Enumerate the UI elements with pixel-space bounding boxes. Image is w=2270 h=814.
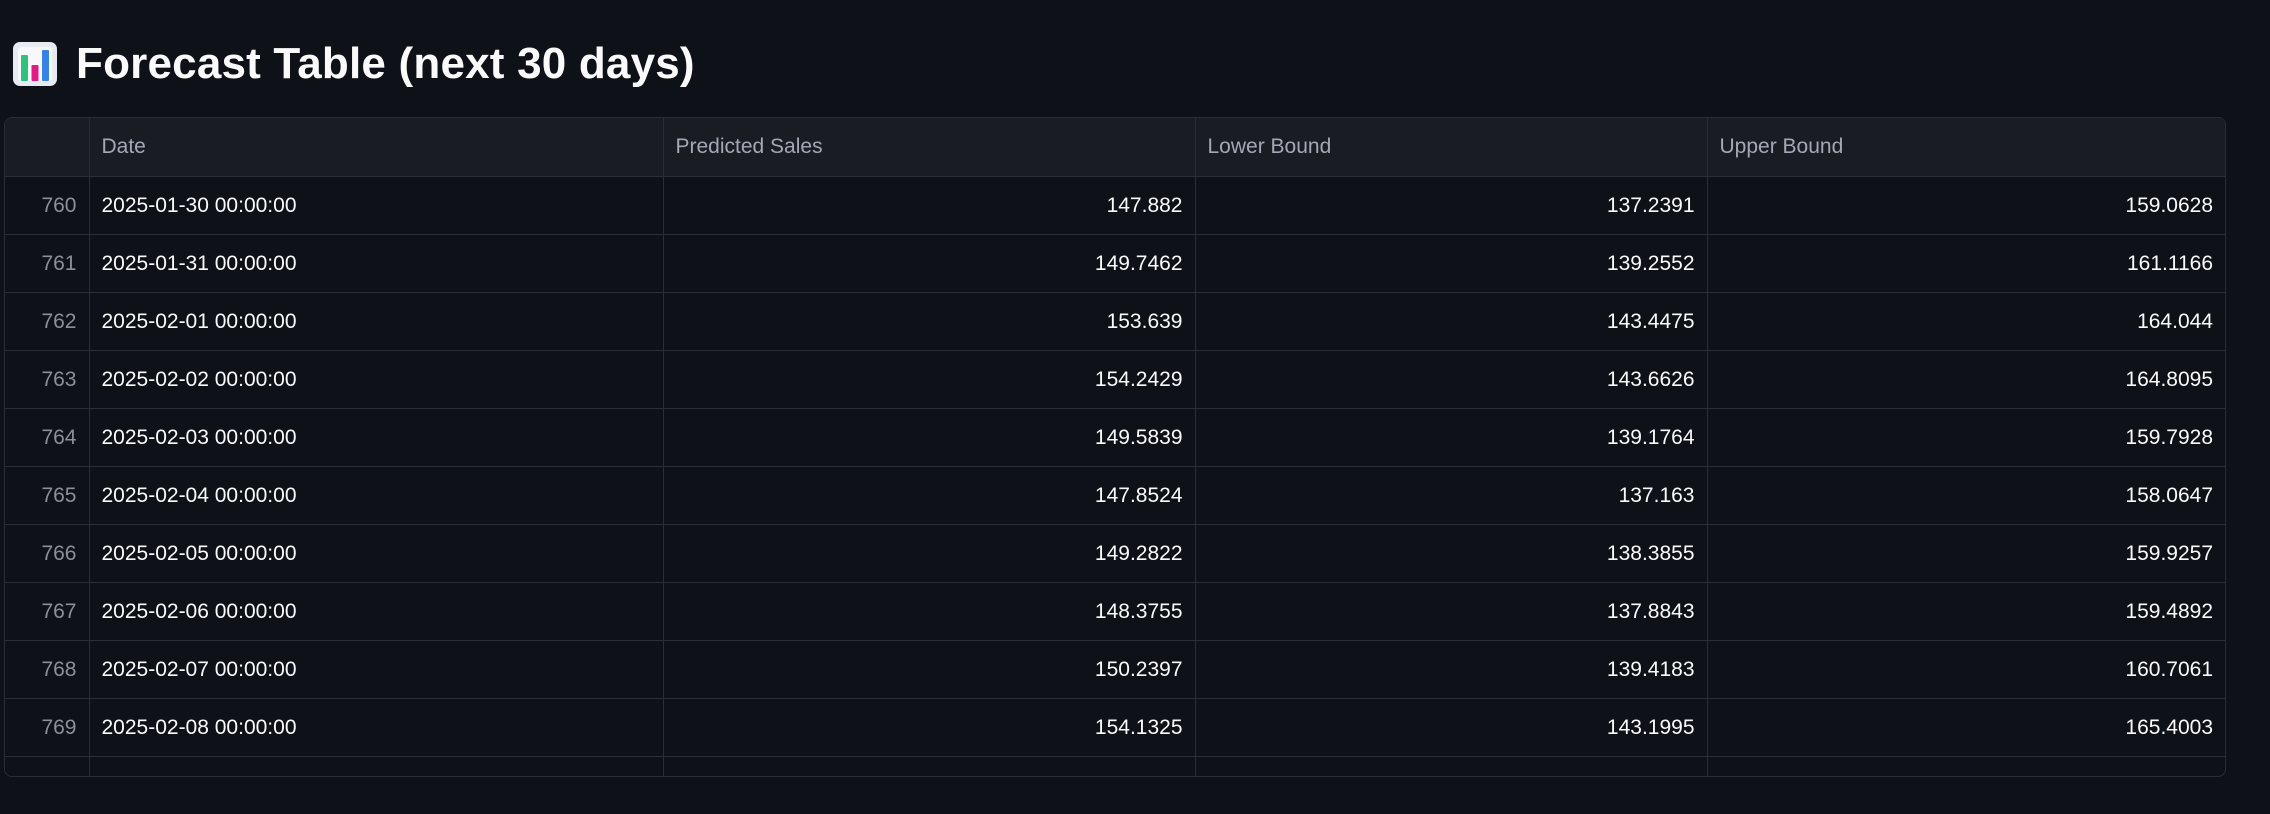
upper-bound-cell[interactable]: 158.0647 (1707, 466, 2225, 525)
predicted-sales-cell[interactable]: 148.3755 (663, 582, 1196, 641)
row-index-cell[interactable]: 763 (5, 350, 90, 409)
table-row: 763 2025-02-02 00:00:00 154.2429 143.662… (5, 350, 2225, 409)
predicted-sales-cell[interactable]: 150.2397 (663, 640, 1196, 699)
lower-bound-cell[interactable]: 144.207 (1195, 756, 1708, 776)
row-index-cell[interactable]: 770 (5, 756, 90, 776)
upper-bound-cell[interactable]: 159.7928 (1707, 408, 2225, 467)
forecast-table[interactable]: Date Predicted Sales Lower Bound Upper B… (4, 117, 2226, 777)
lower-bound-cell[interactable]: 143.1995 (1195, 698, 1708, 757)
date-cell[interactable]: 2025-02-07 00:00:00 (89, 640, 664, 699)
row-index-cell[interactable]: 768 (5, 640, 90, 699)
row-index-cell[interactable]: 764 (5, 408, 90, 467)
row-index-cell[interactable]: 765 (5, 466, 90, 525)
row-index-cell[interactable]: 761 (5, 234, 90, 293)
predicted-sales-cell[interactable]: 149.5839 (663, 408, 1196, 467)
lower-bound-cell[interactable]: 138.3855 (1195, 524, 1708, 583)
upper-bound-cell[interactable]: 159.4892 (1707, 582, 2225, 641)
lower-bound-cell[interactable]: 139.1764 (1195, 408, 1708, 467)
row-index-cell[interactable]: 760 (5, 176, 90, 235)
predicted-sales-cell[interactable]: 149.7462 (663, 234, 1196, 293)
column-header-lower-bound[interactable]: Lower Bound (1195, 118, 1708, 177)
table-row: 765 2025-02-04 00:00:00 147.8524 137.163… (5, 466, 2225, 525)
date-cell[interactable]: 2025-02-03 00:00:00 (89, 408, 664, 467)
date-cell[interactable]: 2025-01-30 00:00:00 (89, 176, 664, 235)
bar-chart-icon (13, 42, 57, 86)
date-cell[interactable]: 2025-02-02 00:00:00 (89, 350, 664, 409)
table-row: 761 2025-01-31 00:00:00 149.7462 139.255… (5, 234, 2225, 293)
lower-bound-cell[interactable]: 137.8843 (1195, 582, 1708, 641)
upper-bound-cell[interactable]: 160.7061 (1707, 640, 2225, 699)
title-row: Forecast Table (next 30 days) (12, 32, 695, 96)
upper-bound-cell[interactable]: 166.1201 (1707, 756, 2225, 776)
lower-bound-cell[interactable]: 139.4183 (1195, 640, 1708, 699)
predicted-sales-cell[interactable]: 154.1325 (663, 698, 1196, 757)
upper-bound-cell[interactable]: 164.044 (1707, 292, 2225, 351)
table-row: 766 2025-02-05 00:00:00 149.2822 138.385… (5, 524, 2225, 583)
date-cell[interactable]: 2025-02-01 00:00:00 (89, 292, 664, 351)
row-index-cell[interactable]: 766 (5, 524, 90, 583)
date-cell[interactable]: 2025-02-05 00:00:00 (89, 524, 664, 583)
lower-bound-cell[interactable]: 139.2552 (1195, 234, 1708, 293)
column-header-predicted-sales[interactable]: Predicted Sales (663, 118, 1196, 177)
table-row: 762 2025-02-01 00:00:00 153.639 143.4475… (5, 292, 2225, 351)
upper-bound-cell[interactable]: 165.4003 (1707, 698, 2225, 757)
lower-bound-cell[interactable]: 137.2391 (1195, 176, 1708, 235)
predicted-sales-cell[interactable]: 147.8524 (663, 466, 1196, 525)
table-row: 770 2025-02-09 00:00:00 154.7321 144.207… (5, 756, 2225, 776)
lower-bound-cell[interactable]: 137.163 (1195, 466, 1708, 525)
row-index-cell[interactable]: 767 (5, 582, 90, 641)
lower-bound-cell[interactable]: 143.6626 (1195, 350, 1708, 409)
table-row: 768 2025-02-07 00:00:00 150.2397 139.418… (5, 640, 2225, 699)
date-cell[interactable]: 2025-02-08 00:00:00 (89, 698, 664, 757)
upper-bound-cell[interactable]: 161.1166 (1707, 234, 2225, 293)
table-row: 769 2025-02-08 00:00:00 154.1325 143.199… (5, 698, 2225, 757)
predicted-sales-cell[interactable]: 153.639 (663, 292, 1196, 351)
predicted-sales-cell[interactable]: 154.2429 (663, 350, 1196, 409)
date-cell[interactable]: 2025-02-06 00:00:00 (89, 582, 664, 641)
lower-bound-cell[interactable]: 143.4475 (1195, 292, 1708, 351)
predicted-sales-cell[interactable]: 149.2822 (663, 524, 1196, 583)
date-cell[interactable]: 2025-02-04 00:00:00 (89, 466, 664, 525)
table-row: 767 2025-02-06 00:00:00 148.3755 137.884… (5, 582, 2225, 641)
upper-bound-cell[interactable]: 159.0628 (1707, 176, 2225, 235)
upper-bound-cell[interactable]: 164.8095 (1707, 350, 2225, 409)
table-row: 760 2025-01-30 00:00:00 147.882 137.2391… (5, 176, 2225, 235)
date-cell[interactable]: 2025-02-09 00:00:00 (89, 756, 664, 776)
column-header-index[interactable] (5, 118, 90, 177)
page-title: Forecast Table (next 30 days) (76, 39, 695, 88)
forecast-grid: Date Predicted Sales Lower Bound Upper B… (5, 118, 2225, 776)
row-index-cell[interactable]: 769 (5, 698, 90, 757)
header-row: Date Predicted Sales Lower Bound Upper B… (5, 118, 2225, 177)
column-header-upper-bound[interactable]: Upper Bound (1707, 118, 2225, 177)
column-header-date[interactable]: Date (89, 118, 664, 177)
date-cell[interactable]: 2025-01-31 00:00:00 (89, 234, 664, 293)
table-row: 764 2025-02-03 00:00:00 149.5839 139.176… (5, 408, 2225, 467)
row-index-cell[interactable]: 762 (5, 292, 90, 351)
predicted-sales-cell[interactable]: 147.882 (663, 176, 1196, 235)
predicted-sales-cell[interactable]: 154.7321 (663, 756, 1196, 776)
upper-bound-cell[interactable]: 159.9257 (1707, 524, 2225, 583)
